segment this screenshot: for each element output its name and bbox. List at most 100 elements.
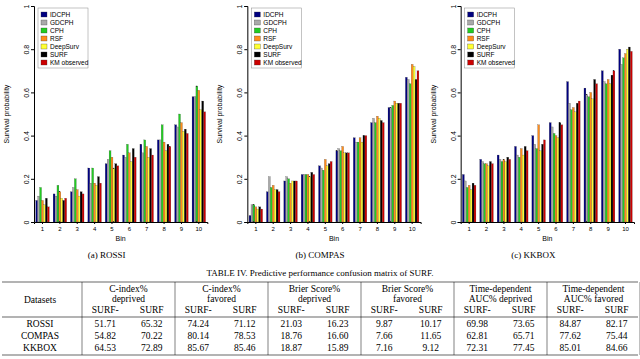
table-subheader: SURF: [233, 305, 257, 315]
table-group-header: AUC% favored: [564, 294, 624, 304]
x-tick-mark: [377, 222, 378, 224]
bar: [159, 140, 161, 222]
x-tick-label: 5: [537, 226, 541, 232]
legend-swatch: [254, 28, 260, 33]
bar: [184, 129, 186, 222]
x-tick-label: 6: [554, 226, 558, 232]
x-tick: 8: [162, 222, 166, 232]
legend-swatch: [254, 12, 260, 17]
bar: [65, 198, 67, 222]
x-tick-label: 4: [306, 226, 310, 232]
table-cell: 65.32: [141, 319, 163, 329]
y-tick-mark: [31, 92, 34, 93]
x-tick-mark: [325, 222, 326, 224]
legend-box: [38, 8, 88, 68]
x-tick-label: 7: [358, 226, 362, 232]
bar: [578, 101, 580, 222]
y-tick-label: 0.6: [450, 88, 457, 98]
bar: [272, 185, 274, 222]
bars: [462, 47, 632, 222]
bar: [526, 151, 528, 222]
x-axis: 12345678910: [248, 222, 421, 232]
bar: [623, 58, 625, 222]
bar: [353, 138, 355, 222]
bar: [407, 79, 409, 222]
bar: [177, 127, 179, 222]
x-tick: 4: [306, 222, 310, 232]
x-tick: 3: [289, 222, 293, 232]
y-tick-label: 0.4: [236, 131, 243, 141]
y-axis-title: Survival probability: [216, 84, 224, 143]
bar: [251, 205, 253, 222]
bar: [94, 183, 96, 222]
x-tick-mark: [290, 222, 291, 224]
x-axis-title: Bin: [542, 235, 552, 242]
bar: [179, 114, 181, 222]
bars: [249, 64, 419, 222]
bar: [549, 123, 551, 222]
legend-swatch: [41, 52, 47, 57]
legend-swatch: [468, 44, 474, 49]
table-cell: 62.81: [467, 331, 489, 341]
table-cell: 77.45: [513, 343, 535, 353]
bar: [482, 162, 484, 222]
y-axis: 00.20.40.60.81: [23, 4, 35, 224]
bar: [559, 123, 561, 222]
y-tick-mark: [31, 222, 34, 223]
bar: [398, 103, 400, 222]
legend-label: CPH: [477, 27, 491, 34]
table-cell: 65.71: [513, 331, 535, 341]
x-tick-label: 7: [572, 226, 576, 232]
bar: [466, 187, 468, 222]
bar: [57, 185, 59, 222]
bar: [288, 179, 290, 222]
bar: [561, 125, 563, 222]
x-tick-label: 8: [162, 226, 166, 232]
bar: [609, 84, 611, 222]
bar: [630, 51, 632, 222]
table-subheader: SURF: [419, 305, 443, 315]
y-tick-mark: [31, 49, 34, 50]
bar: [394, 101, 396, 222]
table-bottom-rule: [2, 355, 638, 356]
y-tick: 0.8: [23, 45, 34, 55]
x-tick-mark: [556, 222, 557, 224]
y-tick: 0.8: [236, 45, 247, 55]
y-tick: 0.4: [450, 131, 461, 141]
bar: [80, 192, 82, 222]
legend-swatch: [468, 60, 474, 65]
chart-title: (a) ROSSI: [88, 250, 126, 260]
legend-label: RSF: [477, 35, 490, 42]
x-tick-mark: [394, 222, 395, 224]
x-tick: 10: [409, 222, 416, 232]
bar: [409, 84, 411, 222]
figure: 00.20.40.60.8112345678910Survival probab…: [0, 0, 640, 359]
y-tick-label: 0.2: [23, 174, 30, 184]
x-tick: 4: [520, 222, 524, 232]
y-tick-label: 1: [236, 4, 243, 8]
bar: [507, 157, 509, 222]
bar: [196, 86, 198, 222]
y-axis-title: Survival probability: [430, 84, 438, 143]
table-cell: 18.76: [281, 331, 303, 341]
y-tick: 1: [236, 4, 247, 8]
bar: [536, 149, 538, 222]
bar: [574, 112, 576, 222]
legend-box: [251, 8, 301, 68]
y-tick-mark: [244, 92, 247, 93]
bar: [326, 166, 328, 222]
x-tick-label: 7: [145, 226, 149, 232]
bar: [53, 194, 55, 222]
table-row-label: KKBOX: [23, 343, 57, 353]
y-tick: 1: [23, 4, 34, 8]
table-group-header: Brier Score%: [382, 284, 434, 294]
bar: [613, 71, 615, 222]
legend-label: GDCPH: [477, 19, 501, 26]
bar: [107, 159, 109, 222]
bar: [584, 88, 586, 222]
x-tick-label: 10: [409, 226, 416, 232]
bar: [47, 207, 49, 222]
y-tick: 1: [450, 4, 461, 8]
table-cell: 73.65: [513, 319, 535, 329]
x-tick: 2: [272, 222, 276, 232]
